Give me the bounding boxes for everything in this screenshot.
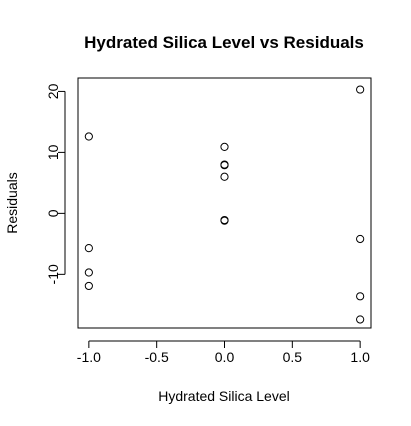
data-point — [220, 216, 229, 225]
data-point — [356, 315, 365, 324]
y-axis: -10 0 10 20 — [45, 83, 66, 284]
data-point — [356, 234, 365, 244]
y-tick-label: -10 — [45, 264, 61, 284]
x-axis-label: Hydrated Silica Level — [158, 388, 290, 404]
y-axis-label: Residuals — [4, 172, 20, 233]
y-tick-label: 0 — [45, 209, 61, 217]
x-tick-label: 0.0 — [215, 349, 235, 365]
x-tick-label: 0.5 — [283, 349, 303, 365]
y-tick-label: 10 — [45, 144, 61, 160]
data-point — [356, 292, 365, 301]
x-tick-label: 1.0 — [350, 349, 370, 365]
data-point — [84, 244, 93, 253]
y-tick-label: 20 — [45, 83, 61, 99]
data-point — [84, 281, 93, 291]
x-tick-label: -1.0 — [77, 349, 101, 365]
data-point — [84, 132, 93, 141]
x-tick-label: -0.5 — [145, 349, 169, 365]
plot-frame — [77, 77, 372, 329]
data-point — [84, 268, 93, 277]
data-point — [356, 85, 365, 94]
data-point — [220, 172, 229, 181]
data-points — [84, 85, 365, 324]
data-point — [220, 161, 229, 170]
chart-title: Hydrated Silica Level vs Residuals — [84, 33, 364, 52]
x-axis: -1.0 -0.5 0.0 0.5 1.0 — [77, 340, 370, 365]
data-point — [220, 142, 229, 152]
